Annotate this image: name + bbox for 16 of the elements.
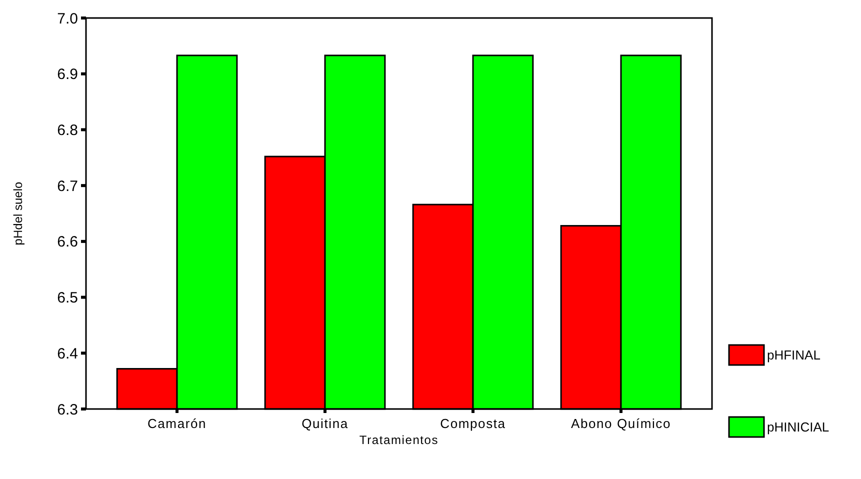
y-tick-label: 6.4 (57, 345, 78, 362)
legend-label: pHINICIAL (767, 420, 830, 435)
y-tick-label: 6.9 (57, 66, 78, 84)
x-tick-label: Composta (440, 416, 506, 431)
x-tick-label: Abono Químico (570, 416, 671, 431)
x-axis-title: Tratamientos (359, 433, 439, 447)
x-tick-label: Camarón (147, 416, 207, 431)
y-tick-label: 6.3 (57, 401, 78, 418)
legend-label: pHFINAL (767, 348, 820, 363)
y-tick-label: 6.6 (57, 234, 78, 251)
y-tick-label: 7.0 (57, 10, 78, 28)
y-tick-label: 6.5 (57, 290, 78, 307)
y-tick-label: 6.8 (57, 122, 78, 139)
y-axis-title: pHdel suelo (11, 181, 25, 246)
x-tick-label: Quitina (302, 416, 348, 431)
y-tick-label: 6.7 (57, 178, 78, 195)
